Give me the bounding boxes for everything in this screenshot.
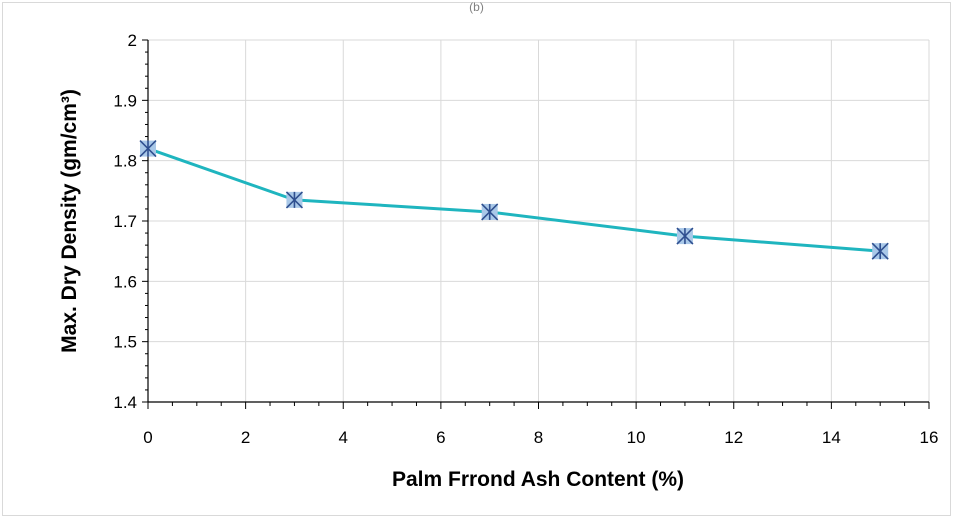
clipped-header-label: (b): [469, 0, 484, 14]
x-tick-label: 6: [436, 428, 445, 447]
grid-lines: [148, 39, 930, 402]
y-tick-label: 1.4: [113, 393, 137, 412]
y-tick-label: 2: [128, 31, 137, 50]
x-tick-label: 14: [822, 428, 841, 447]
x-tick-label: 10: [627, 428, 646, 447]
x-tick-label: 2: [241, 428, 250, 447]
x-tick-label: 16: [920, 428, 939, 447]
y-tick-label: 1.6: [113, 272, 137, 291]
x-tick-label: 4: [339, 428, 348, 447]
x-tick-label: 8: [534, 428, 543, 447]
data-point-marker: [139, 140, 157, 158]
axes: [142, 39, 930, 409]
tick-labels: 0 2 4 6 8 10 12 14 16 1.4 1.5 1.6 1.7 1.8 1.9 2: [113, 31, 938, 447]
y-tick-label: 1.7: [113, 212, 137, 231]
series-line: [147, 147, 881, 253]
x-axis-title: Palm Frrond Ash Content (%): [392, 468, 684, 491]
data-point-marker: [676, 227, 694, 245]
y-tick-label: 1.8: [113, 152, 137, 171]
y-tick-label: 1.5: [113, 333, 137, 352]
y-axis-title: Max. Dry Density (gm/cm³): [58, 89, 81, 353]
data-point-marker: [481, 203, 499, 221]
data-point-marker: [285, 191, 304, 209]
y-tick-label: 1.9: [113, 91, 137, 110]
data-series: [139, 140, 889, 260]
x-tick-label: 0: [143, 428, 152, 447]
data-point-marker: [871, 242, 889, 260]
x-tick-label: 12: [724, 428, 743, 447]
